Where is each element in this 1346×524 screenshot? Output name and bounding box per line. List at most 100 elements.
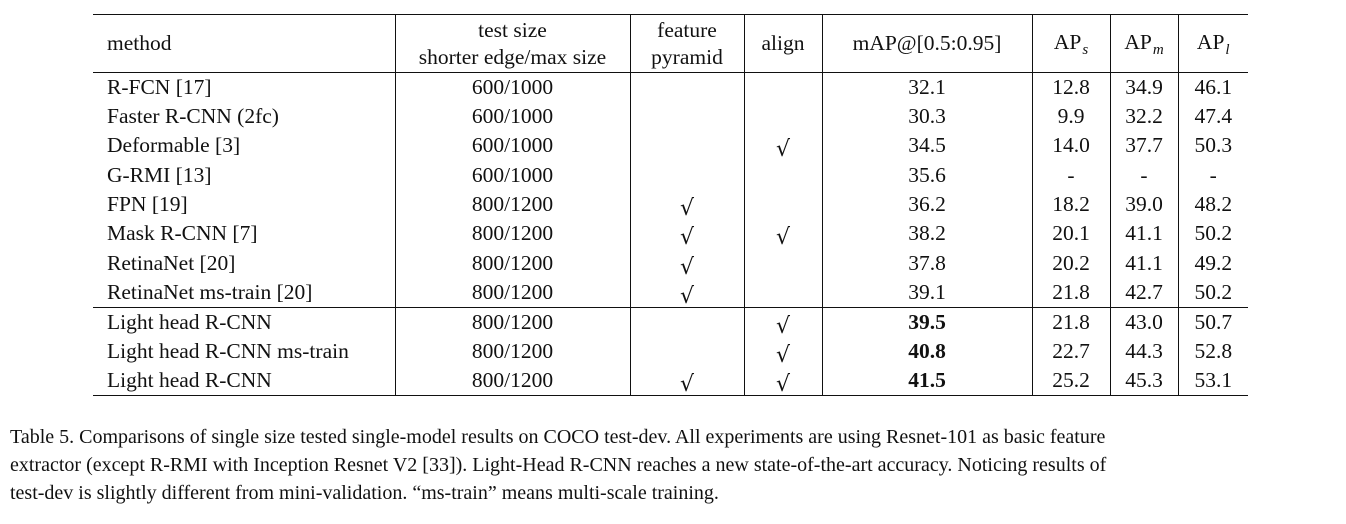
cell-ap-m-text: 45.3 bbox=[1125, 368, 1163, 393]
cell-ap-l-text: 50.2 bbox=[1194, 221, 1233, 246]
checkmark-icon: √ bbox=[775, 137, 791, 163]
cell-test-size-text: 600/1000 bbox=[471, 133, 554, 158]
table-row: Deformable [3] 600/1000 √ 34.5 14.0 37.7 50.3 bbox=[93, 131, 1248, 163]
checkmark-icon: √ bbox=[679, 254, 695, 280]
cell-align bbox=[744, 160, 823, 190]
cell-ap-s: - bbox=[1032, 160, 1111, 190]
cell-test-size-text: 800/1200 bbox=[471, 192, 554, 217]
cell-ap-m: 41.1 bbox=[1110, 219, 1179, 249]
header-feature-line1: feature bbox=[657, 17, 717, 42]
cell-feature-pyramid: √ bbox=[630, 248, 745, 280]
header-map: mAP@[0.5:0.95] bbox=[822, 14, 1033, 73]
header-align: align bbox=[744, 14, 823, 73]
cell-test-size: 600/1000 bbox=[395, 102, 631, 132]
cell-ap-l: - bbox=[1178, 161, 1248, 190]
cell-map: 34.5 bbox=[822, 131, 1033, 161]
cell-ap-s-text: 20.1 bbox=[1052, 221, 1090, 246]
table-row: Light head R-CNN ms-train 800/1200 √ 40.8 22… bbox=[93, 336, 1248, 368]
cell-ap-l-text: 50.7 bbox=[1194, 309, 1233, 334]
cell-map-text: 35.6 bbox=[908, 162, 946, 187]
table-row: Faster R-CNN (2fc) 600/1000 30.3 9.9 32.2 47.… bbox=[93, 102, 1248, 132]
cell-align: √ bbox=[744, 131, 823, 163]
cell-ap-l: 52.8 bbox=[1178, 337, 1248, 366]
cell-ap-m-text: 41.1 bbox=[1125, 221, 1163, 246]
cell-ap-m: 39.0 bbox=[1110, 189, 1179, 220]
table-row: R-FCN [17] 600/1000 32.1 12.8 34.9 46.1 bbox=[93, 72, 1248, 103]
table-header-row: method test size shorter edge/max size f… bbox=[93, 14, 1248, 73]
cell-map-text: 39.1 bbox=[908, 279, 946, 304]
cell-ap-l: 50.2 bbox=[1178, 219, 1248, 248]
header-test-size-line2: shorter edge/max size bbox=[418, 44, 607, 69]
cell-method: Deformable [3] bbox=[93, 131, 396, 161]
cell-feature-pyramid bbox=[630, 102, 745, 132]
table-body: R-FCN [17] 600/1000 32.1 12.8 34.9 46.1 Faster… bbox=[93, 72, 1248, 398]
cell-method-text: RetinaNet ms-train [20] bbox=[107, 279, 313, 304]
checkmark-icon: √ bbox=[679, 283, 695, 309]
cell-ap-s-text: 21.8 bbox=[1052, 279, 1090, 304]
table-row: FPN [19] 800/1200 √ 36.2 18.2 39.0 48.2 bbox=[93, 189, 1248, 221]
cell-ap-l-text: 53.1 bbox=[1194, 368, 1233, 393]
table-row: Mask R-CNN [7] 800/1200 √ √ 38.2 20.1 41.1 50.2 bbox=[93, 219, 1248, 250]
cell-method: Light head R-CNN bbox=[93, 306, 396, 337]
caption-line-1: Table 5. Comparisons of single size test… bbox=[10, 426, 1106, 448]
cell-ap-m-text: 43.0 bbox=[1125, 309, 1163, 334]
results-table: method test size shorter edge/max size f… bbox=[93, 14, 1248, 398]
cell-test-size: 800/1200 bbox=[395, 306, 631, 337]
results-table-container: method test size shorter edge/max size f… bbox=[93, 14, 1248, 398]
cell-map: 37.8 bbox=[822, 248, 1033, 278]
cell-align bbox=[744, 102, 823, 132]
header-ap-l: APl bbox=[1178, 14, 1248, 73]
cell-ap-l: 49.2 bbox=[1178, 248, 1248, 277]
cell-ap-l: 48.2 bbox=[1178, 190, 1248, 219]
table-row: RetinaNet ms-train [20] 800/1200 √ 39.1 21.8… bbox=[93, 277, 1248, 309]
header-ap-l-sub: l bbox=[1225, 41, 1230, 58]
cell-ap-s-text: 21.8 bbox=[1052, 309, 1090, 334]
cell-map: 38.2 bbox=[822, 219, 1033, 249]
cell-ap-m: 32.2 bbox=[1110, 102, 1179, 132]
cell-test-size: 600/1000 bbox=[395, 131, 631, 161]
header-ap-l-base: AP bbox=[1196, 29, 1225, 54]
cell-ap-l: 47.4 bbox=[1178, 102, 1248, 131]
cell-ap-s: 20.2 bbox=[1032, 248, 1111, 278]
cell-align bbox=[744, 248, 823, 278]
checkmark-icon: √ bbox=[679, 372, 695, 398]
table-row: G-RMI [13] 600/1000 35.6 - - - bbox=[93, 160, 1248, 190]
cell-test-size: 600/1000 bbox=[395, 72, 631, 102]
cell-ap-m: 41.1 bbox=[1110, 248, 1179, 278]
cell-ap-m: 37.7 bbox=[1110, 131, 1179, 161]
cell-test-size-text: 600/1000 bbox=[471, 104, 554, 129]
cell-ap-l-text: 52.8 bbox=[1194, 338, 1233, 363]
cell-ap-m: 44.3 bbox=[1110, 336, 1179, 367]
cell-ap-m-text: 44.3 bbox=[1125, 338, 1163, 363]
cell-ap-s: 18.2 bbox=[1032, 189, 1111, 220]
cell-test-size: 600/1000 bbox=[395, 160, 631, 190]
cell-method: RetinaNet [20] bbox=[93, 248, 396, 278]
cell-test-size: 800/1200 bbox=[395, 248, 631, 278]
header-ap-s-sub: s bbox=[1082, 41, 1089, 58]
cell-ap-s-text: 14.0 bbox=[1052, 133, 1090, 158]
cell-ap-m-text: 37.7 bbox=[1125, 133, 1163, 158]
cell-ap-s: 21.8 bbox=[1032, 306, 1111, 337]
header-ap-s-base: AP bbox=[1053, 29, 1082, 54]
cell-feature-pyramid bbox=[630, 72, 745, 102]
header-ap-m: APm bbox=[1110, 14, 1179, 73]
cell-ap-l: 46.1 bbox=[1178, 73, 1248, 103]
cell-test-size: 800/1200 bbox=[395, 336, 631, 367]
cell-method-text: Faster R-CNN (2fc) bbox=[107, 104, 279, 129]
cell-method: RetinaNet ms-train [20] bbox=[93, 277, 396, 308]
header-method: method bbox=[93, 14, 396, 73]
cell-align: √ bbox=[744, 336, 823, 368]
checkmark-icon: √ bbox=[775, 342, 791, 368]
cell-feature-pyramid: √ bbox=[630, 277, 745, 309]
header-feature-pyramid: feature pyramid bbox=[630, 14, 745, 73]
cell-method-text: Light head R-CNN bbox=[107, 309, 272, 334]
header-test-size-line1: test size bbox=[478, 17, 547, 42]
cell-ap-s-text: - bbox=[1067, 162, 1075, 187]
cell-ap-l-text: - bbox=[1209, 162, 1217, 187]
cell-method: Mask R-CNN [7] bbox=[93, 219, 396, 249]
cell-map: 40.8 bbox=[822, 336, 1033, 367]
cell-feature-pyramid bbox=[630, 160, 745, 190]
cell-ap-m-text: 39.0 bbox=[1125, 192, 1163, 217]
cell-ap-l: 50.7 bbox=[1178, 306, 1248, 337]
header-test-size: test size shorter edge/max size bbox=[395, 14, 631, 73]
